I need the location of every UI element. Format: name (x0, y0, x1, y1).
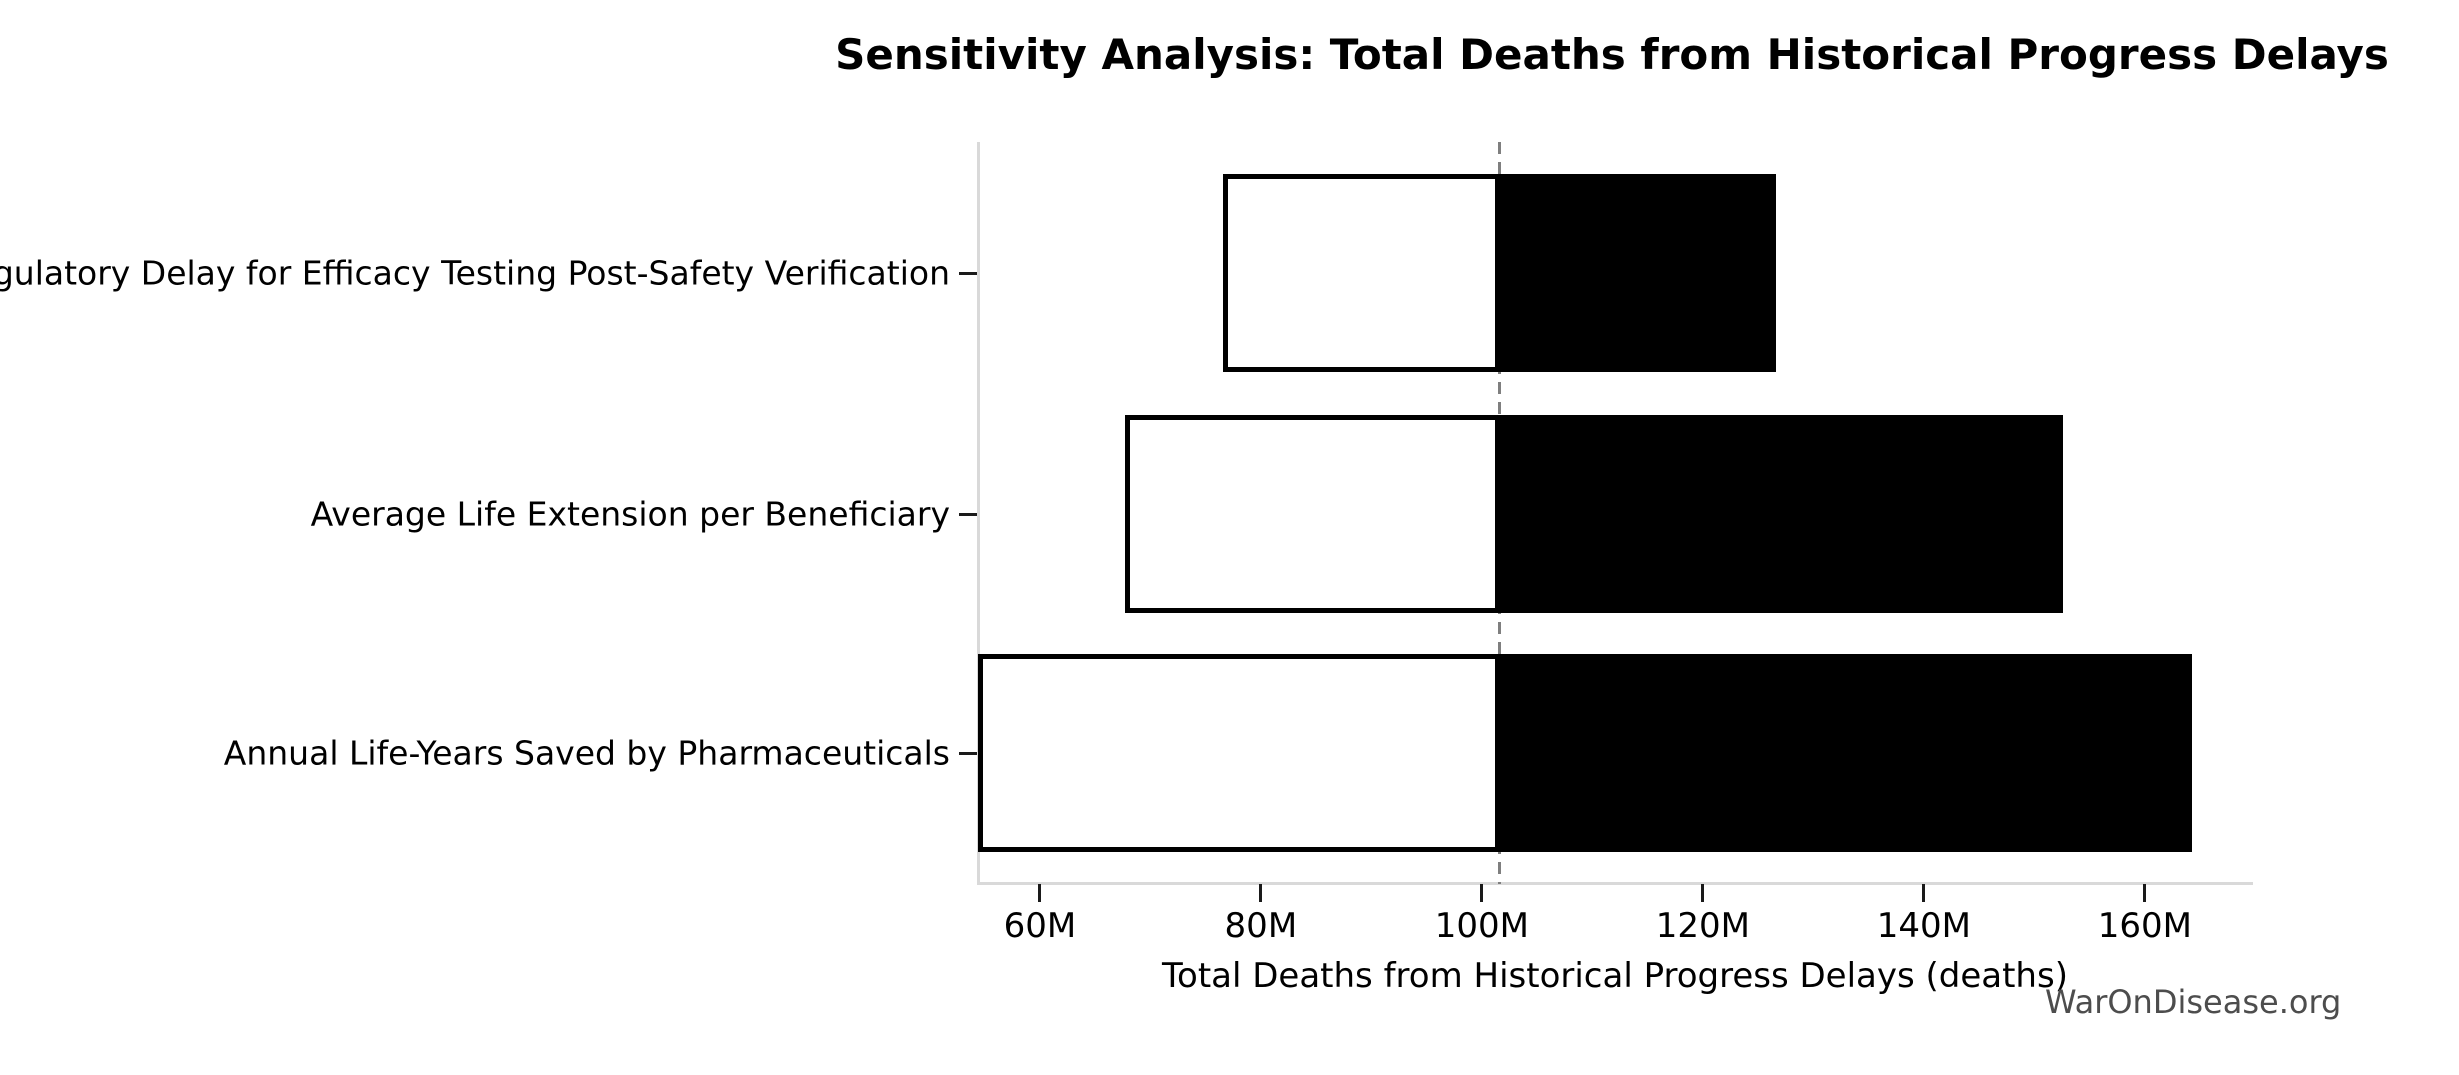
watermark-text: WarOnDisease.org (2045, 983, 2342, 1021)
tornado-bar-low-segment (978, 654, 1500, 852)
y-category-label: Annual Life-Years Saved by Pharmaceutica… (223, 733, 950, 773)
y-category-label: Average Life Extension per Beneficiary (310, 494, 950, 534)
x-tick-mark (1922, 884, 1926, 902)
tornado-bar-high-segment (1499, 654, 2193, 852)
tornado-bar-high-segment (1499, 415, 2064, 613)
x-tick-mark (1701, 884, 1705, 902)
x-tick-label: 140M (1876, 906, 1971, 946)
y-tick-mark (959, 512, 977, 516)
y-tick-mark (959, 271, 977, 275)
x-tick-label: 160M (2097, 906, 2192, 946)
x-tick-label: 120M (1655, 906, 1750, 946)
x-axis-line (977, 882, 2253, 885)
y-tick-mark (959, 751, 977, 755)
x-tick-mark (1480, 884, 1484, 902)
y-category-label: Regulatory Delay for Efficacy Testing Po… (0, 253, 950, 293)
chart-title: Sensitivity Analysis: Total Deaths from … (835, 30, 2389, 79)
tornado-bar-low-segment (1223, 174, 1500, 372)
y-axis-line (977, 142, 980, 884)
x-axis-label: Total Deaths from Historical Progress De… (1162, 956, 2068, 996)
x-tick-mark (1259, 884, 1263, 902)
x-tick-label: 60M (1003, 906, 1077, 946)
tornado-bar-low-segment (1124, 415, 1500, 613)
x-tick-mark (1038, 884, 1042, 902)
x-tick-mark (2143, 884, 2147, 902)
tornado-bar-high-segment (1499, 174, 1776, 372)
x-tick-label: 80M (1224, 906, 1298, 946)
x-tick-label: 100M (1434, 906, 1529, 946)
